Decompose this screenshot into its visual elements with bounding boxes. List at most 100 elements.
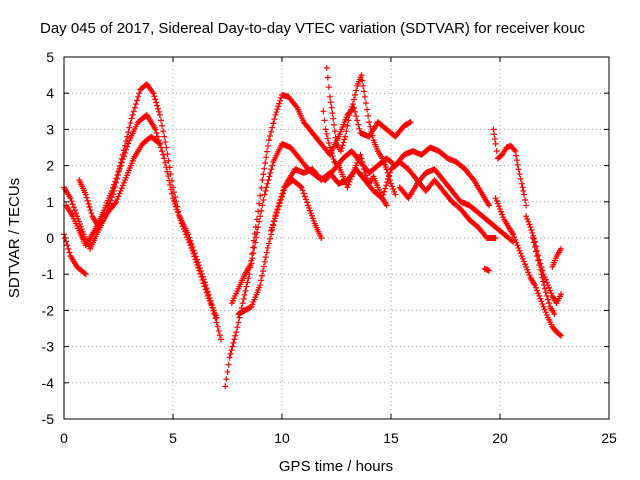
- data-point: [123, 146, 130, 153]
- data-point: [267, 235, 274, 242]
- data-point: [536, 262, 543, 269]
- y-tick-label: -4: [42, 375, 55, 391]
- data-point: [522, 196, 529, 203]
- data-point: [492, 235, 499, 241]
- data-point: [213, 314, 220, 321]
- data-point: [486, 202, 493, 209]
- data-point: [270, 120, 277, 127]
- data-point: [262, 254, 269, 261]
- data-point: [516, 247, 523, 254]
- data-point: [328, 104, 335, 111]
- data-point: [558, 245, 565, 252]
- data-point: [492, 195, 499, 202]
- data-point: [517, 175, 524, 182]
- data-point: [360, 82, 367, 89]
- data-point: [81, 270, 88, 277]
- data-point: [359, 77, 366, 84]
- data-point: [353, 113, 360, 120]
- data-point: [374, 184, 381, 191]
- data-point: [349, 103, 356, 110]
- data-point: [513, 239, 520, 246]
- data-point: [113, 198, 120, 205]
- data-point: [179, 223, 186, 230]
- data-point: [131, 104, 138, 111]
- data-point: [534, 247, 541, 254]
- data-point: [120, 153, 127, 160]
- data-point: [155, 105, 162, 112]
- data-point: [558, 332, 565, 339]
- data-point: [512, 148, 519, 155]
- data-point: [514, 161, 521, 168]
- data-point: [536, 256, 543, 263]
- data-point: [526, 221, 533, 228]
- data-point: [165, 157, 172, 164]
- data-point: [515, 166, 522, 173]
- data-point: [391, 188, 398, 195]
- data-point: [111, 181, 118, 188]
- data-series: [490, 126, 530, 209]
- data-point: [520, 191, 527, 198]
- data-point: [272, 212, 279, 219]
- y-axis-label: SDTVAR / TECUs: [6, 178, 23, 298]
- data-point: [187, 242, 194, 249]
- data-point: [376, 187, 383, 194]
- data-point: [152, 126, 159, 133]
- data-point: [520, 187, 527, 194]
- data-point: [302, 196, 309, 203]
- data-point: [320, 108, 327, 115]
- data-point: [536, 292, 543, 299]
- data-point: [214, 323, 221, 330]
- data-point: [151, 93, 158, 100]
- data-point: [546, 300, 553, 307]
- data-point: [361, 169, 368, 176]
- data-point: [269, 124, 276, 131]
- data-point: [124, 143, 131, 150]
- data-point: [120, 179, 127, 186]
- data-point: [345, 117, 352, 124]
- data-point: [342, 133, 349, 140]
- data-point: [268, 227, 275, 234]
- data-point: [189, 247, 196, 254]
- data-point: [353, 87, 360, 94]
- data-point: [354, 159, 361, 166]
- data-point: [344, 184, 351, 191]
- data-point: [524, 215, 531, 222]
- data-point: [154, 102, 161, 109]
- data-point: [160, 151, 167, 158]
- data-point: [165, 173, 172, 180]
- axis-ticks: 0 5 10 15 20 25 -5 -4 -3 -2 -1 0 1 2 3 4 5: [42, 49, 617, 446]
- data-point: [260, 263, 267, 270]
- data-point: [248, 260, 255, 267]
- data-point: [493, 148, 500, 155]
- data-point: [543, 279, 550, 286]
- data-point: [326, 144, 333, 151]
- data-point: [492, 140, 499, 147]
- data-point: [178, 220, 185, 227]
- data-series: [61, 231, 89, 278]
- data-point: [531, 238, 538, 245]
- data-series: [222, 92, 414, 390]
- data-point: [495, 203, 502, 210]
- data-point: [245, 275, 252, 282]
- data-point: [360, 166, 367, 173]
- data-point: [65, 245, 72, 252]
- data-point: [118, 185, 125, 192]
- data-point: [520, 258, 527, 265]
- x-tick-label: 5: [169, 430, 177, 446]
- data-point: [67, 195, 74, 202]
- data-point: [541, 285, 548, 292]
- data-point: [322, 126, 329, 133]
- data-point: [124, 133, 131, 140]
- data-point: [269, 162, 276, 169]
- data-point: [347, 176, 354, 183]
- data-point: [177, 217, 184, 224]
- data-point: [546, 284, 553, 291]
- data-point: [272, 111, 279, 118]
- plot-frame: [63, 56, 610, 420]
- data-point: [180, 225, 187, 232]
- data-point: [194, 261, 201, 268]
- data-point: [523, 202, 530, 209]
- data-point: [243, 283, 250, 290]
- data-point: [497, 206, 503, 213]
